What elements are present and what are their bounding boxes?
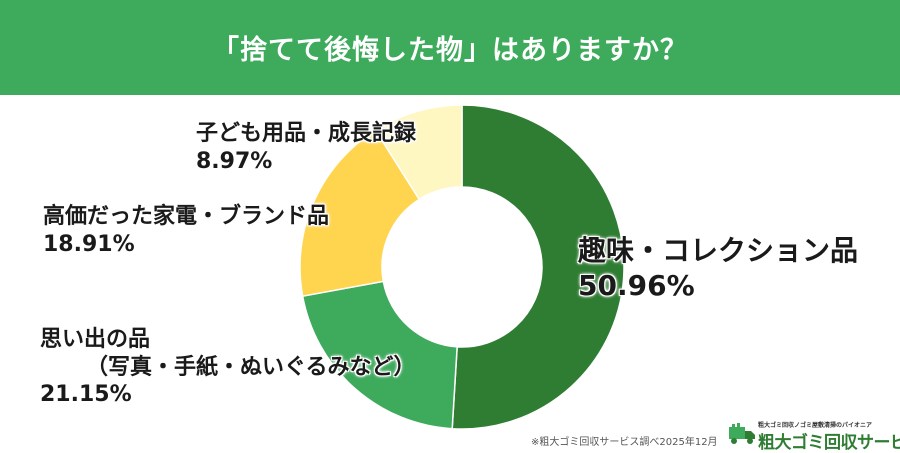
brand-logo: 粗大ゴミ回収ノゴミ屋敷清掃のパイオニア 粗大ゴミ回収サービス [728, 420, 900, 453]
truck-icon [729, 423, 755, 444]
label-memory-name: 思い出の品 [40, 327, 151, 352]
donut-slices [299, 104, 625, 430]
slice-child [374, 104, 463, 201]
slice-luxury [299, 129, 421, 298]
label-memory-sub: （写真・手紙・ぬいぐるみなど） [86, 354, 416, 380]
slice-hobby [451, 104, 625, 430]
label-hobby: 趣味・コレクション品 50.96% [578, 233, 858, 303]
slice-memory [301, 280, 458, 430]
title-banner: 「捨てて後悔した物」はありますか？ [0, 0, 900, 95]
label-memory: 思い出の品 （写真・手紙・ぬいぐるみなど） 21.15% [40, 326, 416, 409]
logo-tagline: 粗大ゴミ回収ノゴミ屋敷清掃のパイオニア [758, 422, 873, 429]
source-note: ※粗大ゴミ回収サービス調べ2025年12月 [531, 437, 718, 448]
chart-title: 「捨てて後悔した物」はありますか？ [212, 35, 688, 66]
label-hobby-name: 趣味・コレクション品 [578, 234, 859, 267]
label-child-pct: 8.97% [196, 148, 273, 174]
label-child-name: 子ども用品・成長記録 [196, 121, 417, 146]
label-child: 子ども用品・成長記録 8.97% [196, 120, 416, 175]
label-memory-pct: 21.15% [40, 382, 132, 407]
label-luxury-pct: 18.91% [43, 231, 135, 257]
label-luxury: 高価だった家電・ブランド品 18.91% [43, 203, 329, 258]
logo-name: 粗大ゴミ回収サービス [758, 433, 900, 453]
label-hobby-pct: 50.96% [578, 269, 695, 302]
label-luxury-name: 高価だった家電・ブランド品 [43, 204, 330, 229]
